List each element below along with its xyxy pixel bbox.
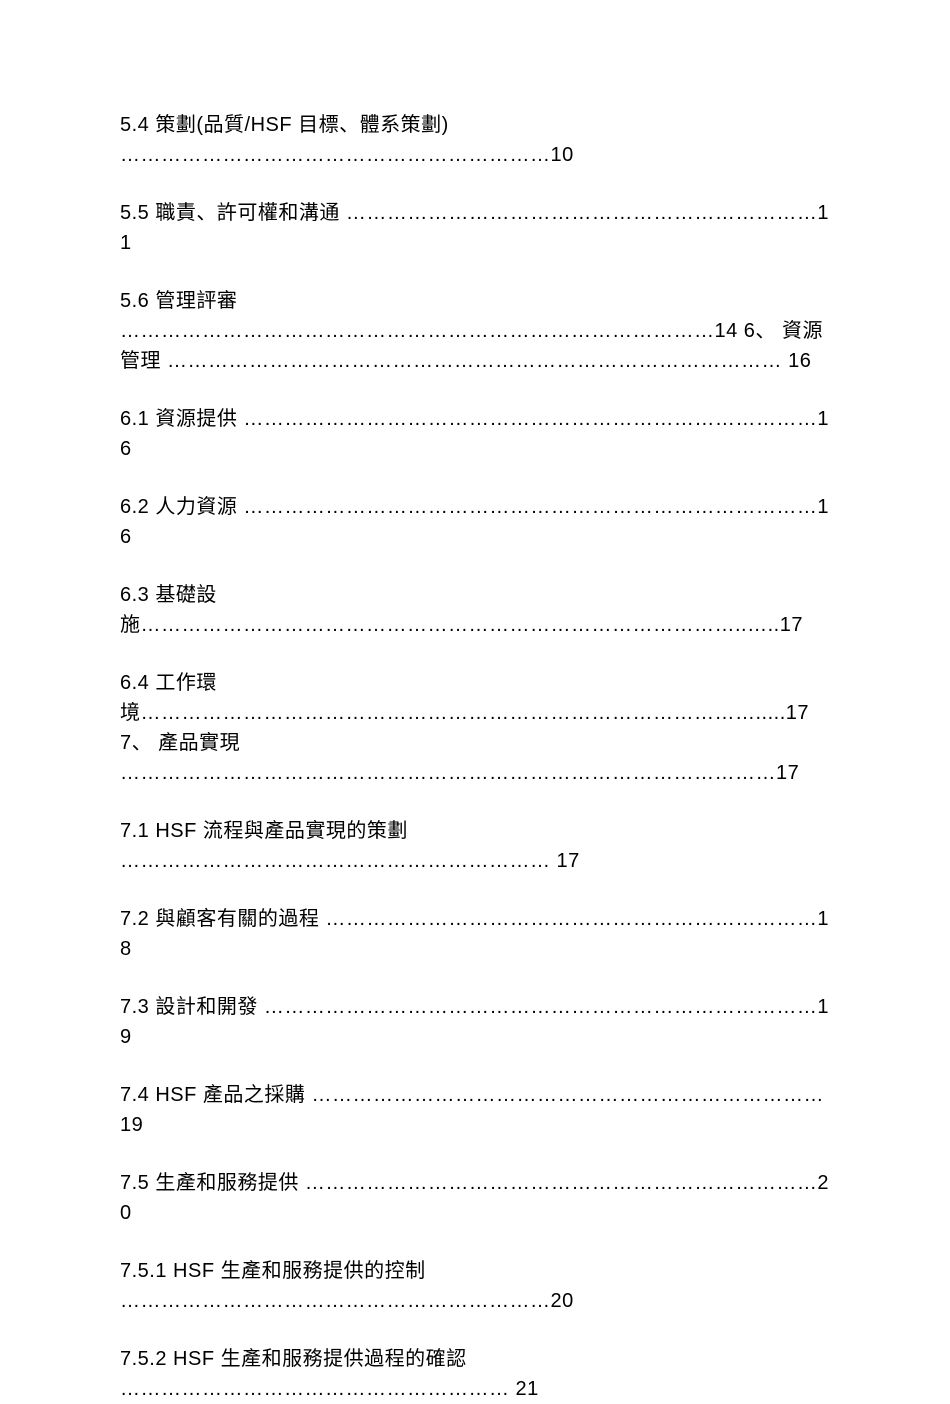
toc-line: 7.5.1 HSF 生產和服務提供的控制 …………………………………………………… bbox=[120, 1256, 830, 1316]
toc-line: 5.4 策劃(品質/HSF 目標、體系策劃) ……………………………………………… bbox=[120, 110, 830, 170]
toc-line: 7.4 HSF 產品之採購 …………………………………………………………………1… bbox=[120, 1080, 830, 1140]
toc-container: 5.4 策劃(品質/HSF 目標、體系策劃) ……………………………………………… bbox=[120, 110, 830, 1404]
toc-line: 5.5 職責、許可權和溝通 ……………………………………………………………11 bbox=[120, 198, 830, 258]
toc-line: 7.2 與顧客有關的過程 ………………………………………………………………18 bbox=[120, 904, 830, 964]
toc-line: 5.6 管理評審 ……………………………………………………………………………14… bbox=[120, 286, 830, 376]
toc-line: 7.1 HSF 流程與產品實現的策劃 ………………………………………………………… bbox=[120, 816, 830, 876]
toc-line: 7.5.2 HSF 生產和服務提供過程的確認 ……………………………………………… bbox=[120, 1344, 830, 1404]
toc-line: 6.2 人力資源 …………………………………………………………………………16 bbox=[120, 492, 830, 552]
toc-line: 6.1 資源提供 …………………………………………………………………………16 bbox=[120, 404, 830, 464]
toc-line: 6.4 工作環境………………………………………………………………………………..… bbox=[120, 668, 830, 788]
toc-line: 7.5 生產和服務提供 …………………………………………………………………20 bbox=[120, 1168, 830, 1228]
toc-line: 6.3 基礎設施……………………………………………………………………………..…… bbox=[120, 580, 830, 640]
toc-line: 7.3 設計和開發 ………………………………………………………………………19 bbox=[120, 992, 830, 1052]
